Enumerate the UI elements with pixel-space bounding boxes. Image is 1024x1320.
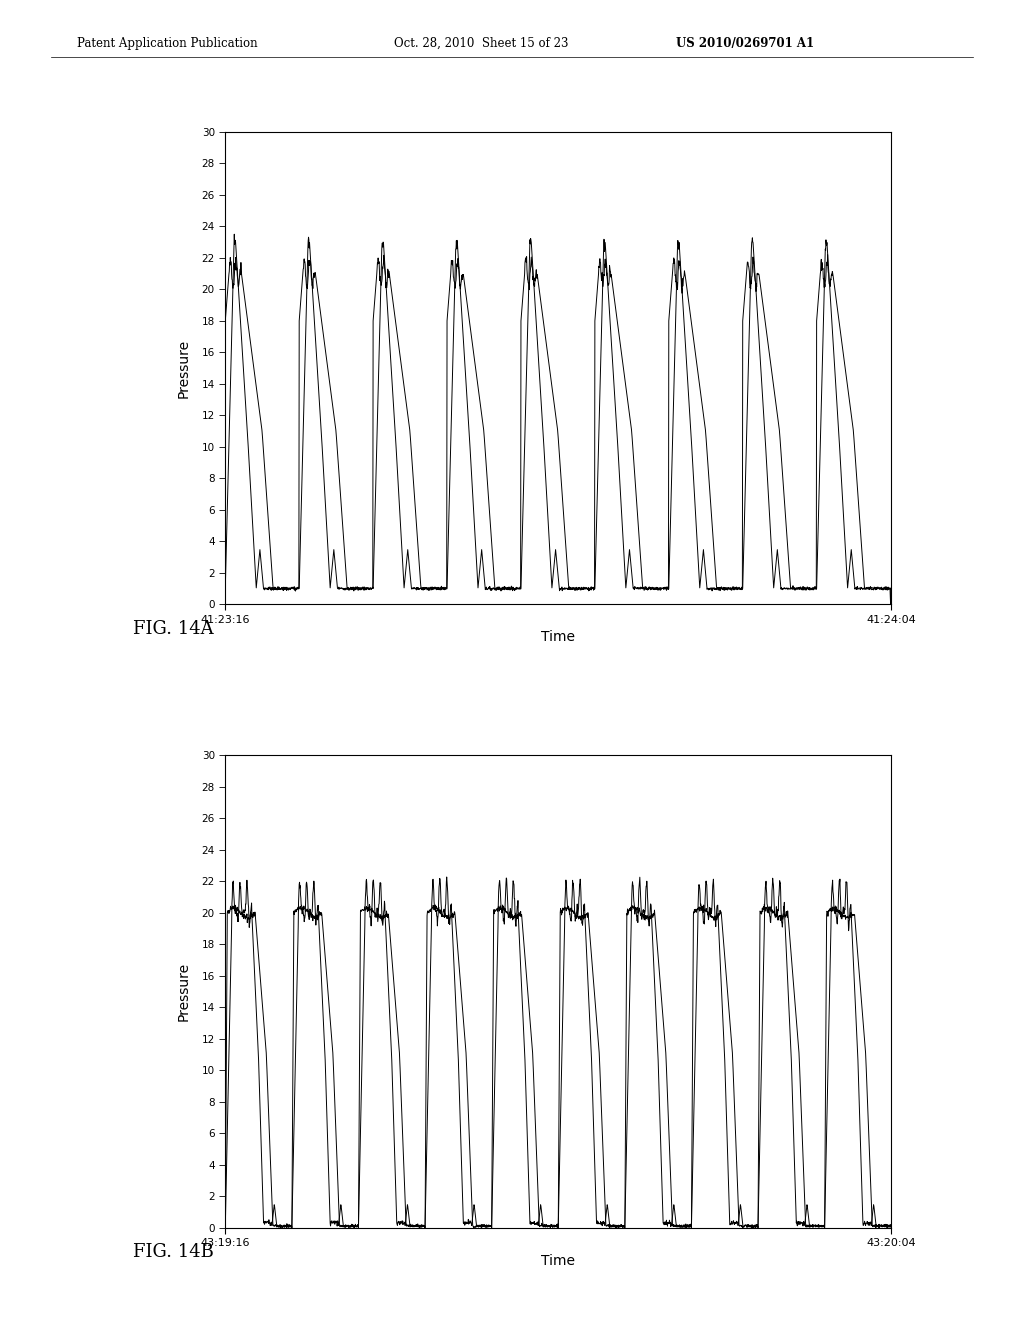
Y-axis label: Pressure: Pressure [176, 338, 190, 397]
Text: Oct. 28, 2010  Sheet 15 of 23: Oct. 28, 2010 Sheet 15 of 23 [394, 37, 568, 50]
Text: US 2010/0269701 A1: US 2010/0269701 A1 [676, 37, 814, 50]
Text: FIG. 14B: FIG. 14B [133, 1243, 214, 1262]
Y-axis label: Pressure: Pressure [176, 962, 190, 1022]
Text: Patent Application Publication: Patent Application Publication [77, 37, 257, 50]
X-axis label: Time: Time [541, 630, 575, 644]
Text: FIG. 14A: FIG. 14A [133, 620, 214, 638]
X-axis label: Time: Time [541, 1254, 575, 1267]
